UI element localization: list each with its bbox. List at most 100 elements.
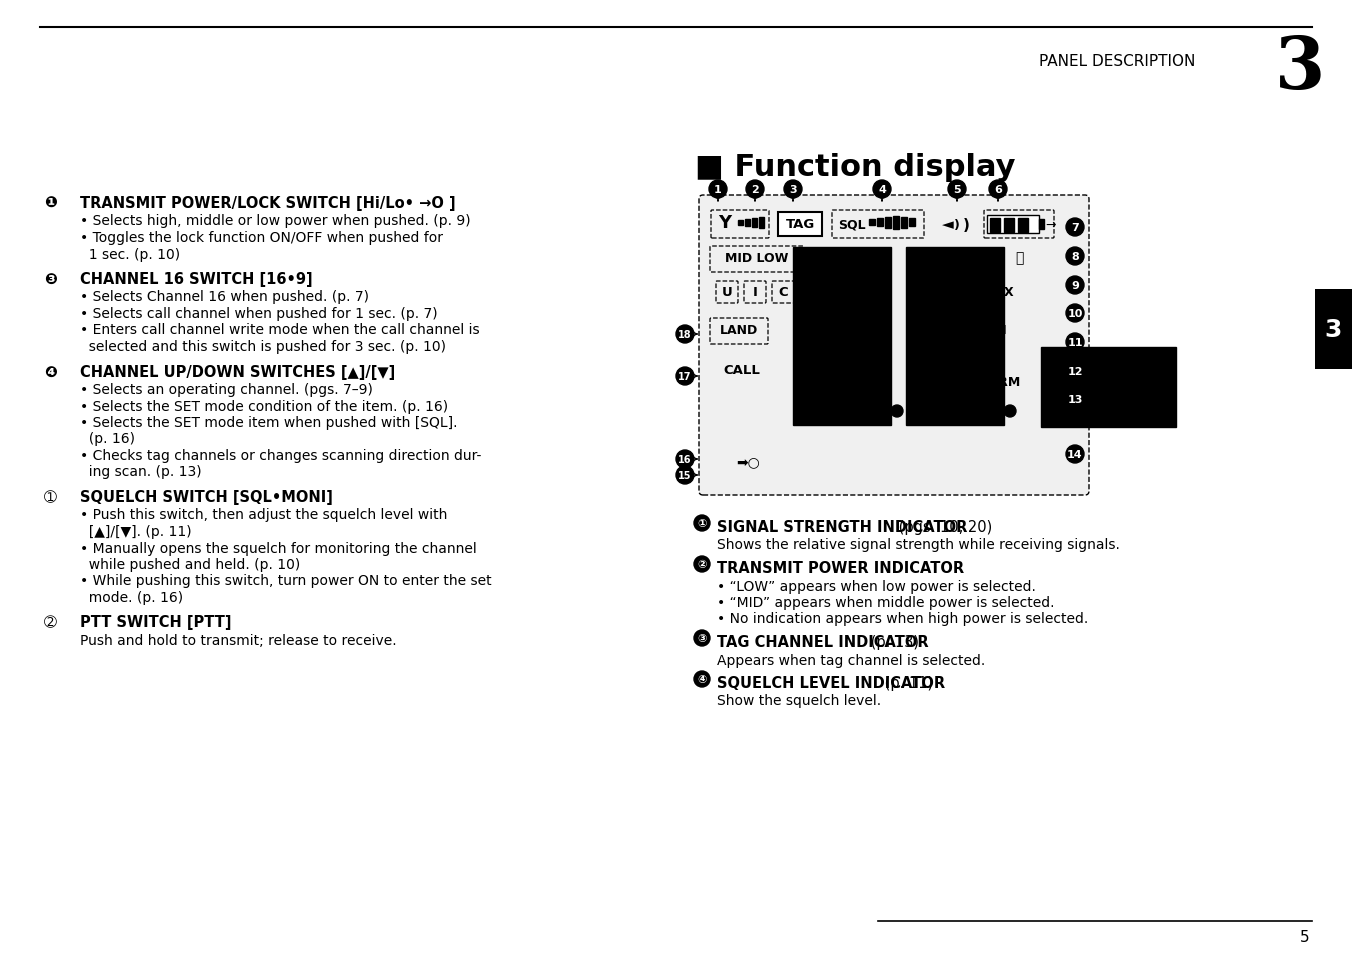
Text: [▲]/[▼]. (p. 11): [▲]/[▼]. (p. 11) (80, 524, 192, 538)
Text: Appears when tag channel is selected.: Appears when tag channel is selected. (717, 653, 986, 667)
Text: • Manually opens the squelch for monitoring the channel: • Manually opens the squelch for monitor… (80, 541, 477, 555)
Text: • No indication appears when high power is selected.: • No indication appears when high power … (717, 612, 1088, 626)
Text: 3: 3 (790, 185, 796, 194)
Text: ): ) (963, 217, 969, 233)
Circle shape (694, 557, 710, 573)
Text: 7: 7 (1071, 223, 1079, 233)
Text: selected and this switch is pushed for 3 sec. (p. 10): selected and this switch is pushed for 3… (80, 339, 446, 354)
Circle shape (1065, 305, 1084, 323)
Bar (1038, 220, 1044, 230)
FancyBboxPatch shape (699, 195, 1088, 496)
Text: ②: ② (698, 559, 707, 569)
Text: ③: ③ (698, 634, 707, 643)
Text: • While pushing this switch, turn power ON to enter the set: • While pushing this switch, turn power … (80, 574, 492, 588)
Text: ◄: ◄ (942, 217, 953, 233)
Text: ❹: ❹ (45, 364, 57, 379)
Text: 18: 18 (679, 330, 692, 339)
Text: • Selects call channel when pushed for 1 sec. (p. 7): • Selects call channel when pushed for 1… (80, 307, 438, 320)
Text: (p. 13): (p. 13) (867, 635, 919, 649)
Text: SQUELCH SWITCH [SQL•MONI]: SQUELCH SWITCH [SQL•MONI] (80, 490, 333, 504)
Circle shape (694, 671, 710, 687)
Bar (1005, 219, 1014, 233)
Circle shape (948, 181, 965, 199)
Text: DUP  SCRM: DUP SCRM (942, 375, 1021, 388)
Circle shape (694, 630, 710, 646)
Text: ❶: ❶ (45, 195, 57, 211)
Bar (877, 219, 883, 227)
Bar (758, 217, 764, 229)
Text: ⍾: ⍾ (1015, 251, 1023, 265)
Text: 2: 2 (752, 185, 758, 194)
Text: 8: 8 (1071, 252, 1079, 262)
Text: 1 sec. (p. 10): 1 sec. (p. 10) (80, 247, 180, 261)
Text: 14: 14 (1067, 450, 1083, 459)
Circle shape (873, 181, 891, 199)
Text: PTT SWITCH [PTT]: PTT SWITCH [PTT] (80, 615, 231, 630)
Text: • Push this switch, then adjust the squelch level with: • Push this switch, then adjust the sque… (80, 508, 448, 522)
Bar (777, 213, 822, 236)
Text: ■ Function display: ■ Function display (695, 153, 1015, 182)
Bar (900, 217, 907, 229)
Text: • Toggles the lock function ON/OFF when pushed for: • Toggles the lock function ON/OFF when … (80, 231, 443, 245)
Text: (p. 16): (p. 16) (80, 432, 135, 446)
Circle shape (1065, 219, 1084, 236)
Text: SCAN VOX: SCAN VOX (942, 285, 1014, 298)
Circle shape (676, 326, 694, 344)
Circle shape (676, 467, 694, 484)
Circle shape (676, 451, 694, 469)
Text: TAG CHANNEL INDICATOR: TAG CHANNEL INDICATOR (717, 635, 929, 649)
Text: ❸: ❸ (45, 272, 57, 287)
Circle shape (1065, 391, 1084, 409)
Text: TRANSMIT POWER INDICATOR: TRANSMIT POWER INDICATOR (717, 560, 964, 576)
Text: ①: ① (698, 518, 707, 529)
Text: 3: 3 (1275, 32, 1325, 103)
Text: • Selects high, middle or low power when pushed. (p. 9): • Selects high, middle or low power when… (80, 214, 470, 229)
Text: 12: 12 (1067, 367, 1083, 376)
Circle shape (708, 181, 727, 199)
Text: ➡○: ➡○ (735, 455, 760, 469)
Text: 6: 6 (994, 185, 1002, 194)
Text: 9: 9 (1071, 281, 1079, 291)
Text: Show the squelch level.: Show the squelch level. (717, 694, 882, 708)
Text: I: I (753, 285, 757, 298)
Circle shape (1065, 248, 1084, 266)
Text: SQL: SQL (838, 218, 865, 232)
Text: LAND: LAND (719, 323, 758, 336)
Text: Y: Y (718, 213, 731, 232)
Text: • Selects an operating channel. (pgs. 7–9): • Selects an operating channel. (pgs. 7–… (80, 382, 373, 396)
Circle shape (990, 181, 1007, 199)
Text: • Selects Channel 16 when pushed. (p. 7): • Selects Channel 16 when pushed. (p. 7) (80, 291, 369, 304)
Circle shape (676, 368, 694, 386)
Text: C: C (779, 285, 788, 298)
Text: →: → (1045, 218, 1056, 232)
Text: ): ) (955, 218, 960, 232)
Bar (752, 218, 757, 227)
Text: 1: 1 (714, 185, 722, 194)
Text: CALL: CALL (723, 363, 760, 376)
Text: • Checks tag channels or changes scanning direction dur-: • Checks tag channels or changes scannin… (80, 449, 481, 462)
Bar (738, 220, 744, 225)
Text: • “LOW” appears when low power is selected.: • “LOW” appears when low power is select… (717, 578, 1036, 593)
Text: Push and hold to transmit; release to receive.: Push and hold to transmit; release to re… (80, 634, 396, 647)
Circle shape (1065, 363, 1084, 380)
Text: TAG: TAG (786, 218, 815, 232)
Bar (906, 248, 1005, 426)
Text: (p. 11): (p. 11) (880, 676, 933, 690)
Text: 16: 16 (679, 455, 692, 464)
Text: • Selects the SET mode condition of the item. (p. 16): • Selects the SET mode condition of the … (80, 399, 448, 413)
Text: ing scan. (p. 13): ing scan. (p. 13) (80, 465, 201, 479)
Text: 11: 11 (1067, 337, 1083, 348)
Bar (1018, 219, 1028, 233)
Text: 15: 15 (679, 471, 692, 480)
Text: while pushed and held. (p. 10): while pushed and held. (p. 10) (80, 558, 300, 572)
Text: ➁: ➁ (45, 615, 57, 630)
Bar (1041, 348, 1176, 428)
Circle shape (1005, 406, 1015, 417)
Text: 13: 13 (1067, 395, 1083, 405)
Bar (886, 217, 891, 229)
Text: DUAL TRI: DUAL TRI (942, 323, 1007, 336)
Text: CHANNEL UP/DOWN SWITCHES [▲]/[▼]: CHANNEL UP/DOWN SWITCHES [▲]/[▼] (80, 364, 395, 379)
Text: CHANNEL 16 SWITCH [16•9]: CHANNEL 16 SWITCH [16•9] (80, 272, 312, 287)
Circle shape (1065, 334, 1084, 352)
Text: SQUELCH LEVEL INDICATOR: SQUELCH LEVEL INDICATOR (717, 676, 945, 690)
